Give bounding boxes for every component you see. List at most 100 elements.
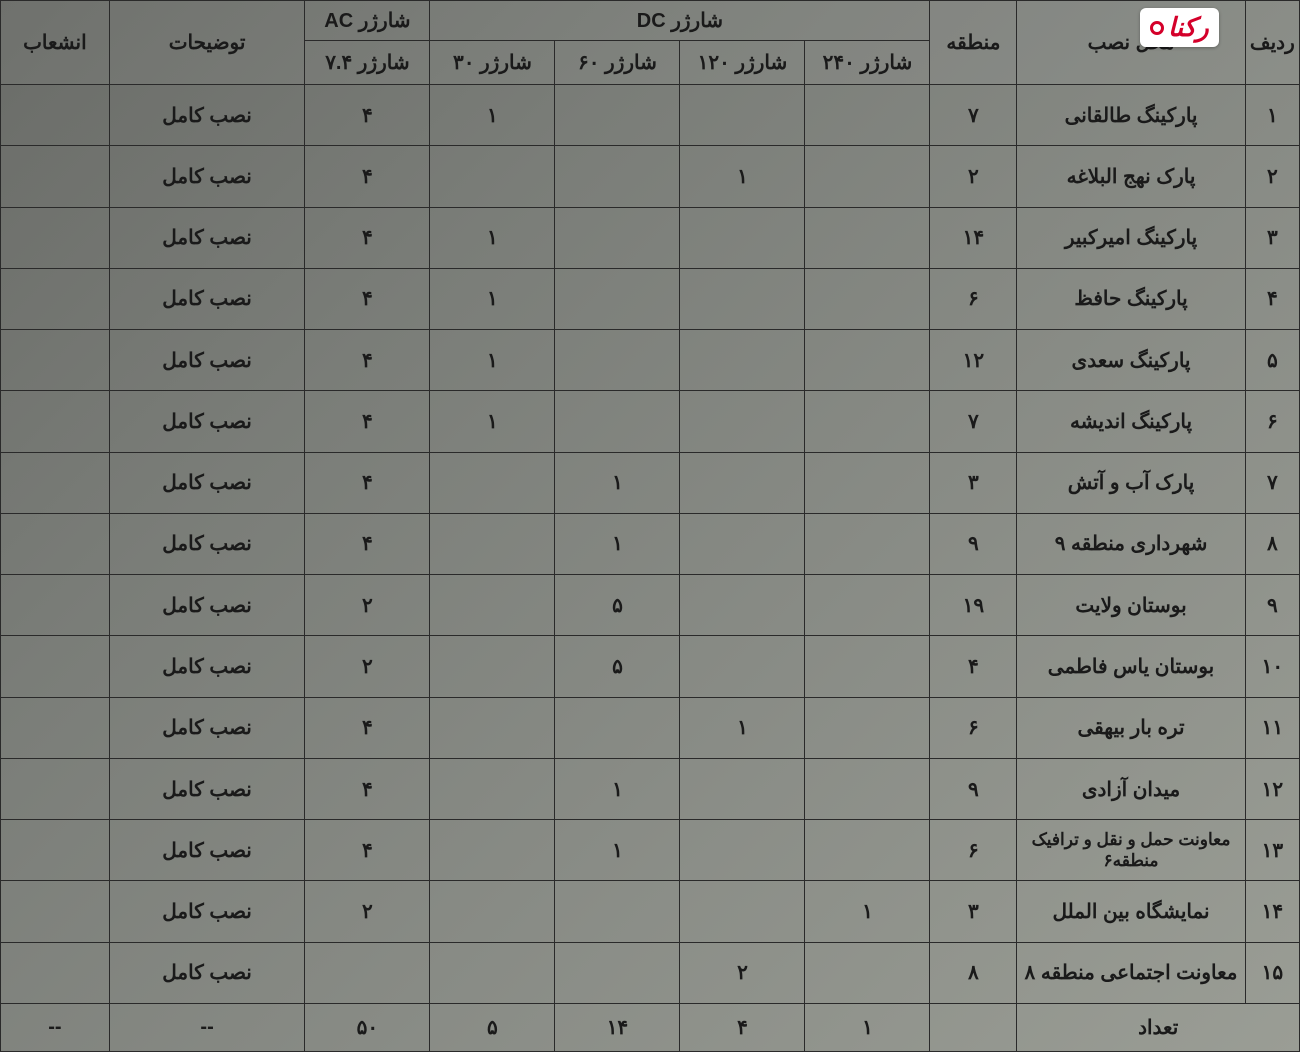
cell-location: تره بار بیهقی [1017, 697, 1245, 758]
cell-idx: ۷ [1245, 452, 1299, 513]
cell-desc: نصب کامل [109, 697, 305, 758]
cell-c74: ۴ [305, 330, 430, 391]
cell-c30 [430, 513, 555, 574]
cell-c120 [680, 636, 805, 697]
totals-c120: ۴ [680, 1004, 805, 1052]
cell-c60: ۱ [555, 820, 680, 881]
hdr-ch74: شارژر ۷.۴ [305, 41, 430, 85]
table-body: ۱پارکینگ طالقانی۷۱۴نصب کامل۲پارک نهج الب… [1, 85, 1300, 1004]
cell-region: ۶ [930, 268, 1017, 329]
table-row: ۱۳معاونت حمل و نقل و ترافیک منطقه۶۶ ۱ ۴نصب… [1, 820, 1300, 881]
cell-location: پارکینگ اندیشه [1017, 391, 1245, 452]
table-row: ۹بوستان ولایت۱۹۵۲نصب کامل [1, 575, 1300, 636]
charger-table: ردیف محل نصب منطقه شارژر DC شارژر AC توض… [0, 0, 1300, 1052]
cell-c30 [430, 942, 555, 1003]
table-row: ۲پارک نهج البلاغه۲۱۴نصب کامل [1, 146, 1300, 207]
watermark-text: رکنا [1168, 12, 1209, 43]
cell-c74: ۲ [305, 575, 430, 636]
cell-c120: ۱ [680, 697, 805, 758]
cell-branch [1, 146, 110, 207]
cell-desc: نصب کامل [109, 146, 305, 207]
cell-c74: ۴ [305, 391, 430, 452]
table-row: ۳پارکینگ امیرکبیر۱۴۱۴نصب کامل [1, 207, 1300, 268]
cell-c240 [805, 820, 930, 881]
cell-c240 [805, 758, 930, 819]
cell-location: پارکینگ طالقانی [1017, 85, 1245, 146]
cell-branch [1, 85, 110, 146]
cell-c30 [430, 575, 555, 636]
cell-c120 [680, 268, 805, 329]
cell-desc: نصب کامل [109, 391, 305, 452]
cell-c30 [430, 820, 555, 881]
cell-c120 [680, 85, 805, 146]
cell-c240 [805, 330, 930, 391]
cell-desc: نصب کامل [109, 575, 305, 636]
hdr-region: منطقه [930, 1, 1017, 85]
hdr-desc: توضیحات [109, 1, 305, 85]
cell-idx: ۱۳ [1245, 820, 1299, 881]
cell-c30 [430, 758, 555, 819]
cell-c240 [805, 575, 930, 636]
cell-desc: نصب کامل [109, 330, 305, 391]
totals-label: تعداد [1017, 1004, 1300, 1052]
totals-row: تعداد ۱ ۴ ۱۴ ۵ ۵۰ -- -- [1, 1004, 1300, 1052]
cell-c60 [555, 85, 680, 146]
cell-desc: نصب کامل [109, 881, 305, 942]
cell-c74: ۴ [305, 85, 430, 146]
cell-c60 [555, 697, 680, 758]
totals-region [930, 1004, 1017, 1052]
cell-c74: ۴ [305, 820, 430, 881]
cell-c120: ۱ [680, 146, 805, 207]
cell-c60: ۱ [555, 452, 680, 513]
watermark-logo: رکنا [1140, 8, 1219, 47]
cell-c120 [680, 758, 805, 819]
cell-c60 [555, 881, 680, 942]
hdr-ch120: شارژر ۱۲۰ [680, 41, 805, 85]
cell-idx: ۸ [1245, 513, 1299, 574]
cell-c240 [805, 697, 930, 758]
cell-desc: نصب کامل [109, 636, 305, 697]
totals-desc: -- [109, 1004, 305, 1052]
totals-c60: ۱۴ [555, 1004, 680, 1052]
cell-c30 [430, 697, 555, 758]
cell-idx: ۴ [1245, 268, 1299, 329]
table-row: ۱۲میدان آزادی۹۱۴نصب کامل [1, 758, 1300, 819]
cell-desc: نصب کامل [109, 820, 305, 881]
cell-c60 [555, 330, 680, 391]
cell-idx: ۱۵ [1245, 942, 1299, 1003]
cell-c120 [680, 207, 805, 268]
cell-location: پارکینگ حافظ [1017, 268, 1245, 329]
table-row: ۱۰بوستان یاس فاطمی۴۵۲نصب کامل [1, 636, 1300, 697]
cell-region: ۷ [930, 391, 1017, 452]
cell-branch [1, 820, 110, 881]
cell-location: معاونت حمل و نقل و ترافیک منطقه۶ [1017, 820, 1245, 881]
cell-c30: ۱ [430, 330, 555, 391]
cell-desc: نصب کامل [109, 452, 305, 513]
cell-c120 [680, 575, 805, 636]
cell-branch [1, 942, 110, 1003]
cell-c60 [555, 942, 680, 1003]
cell-branch [1, 207, 110, 268]
cell-c60: ۱ [555, 513, 680, 574]
cell-c240 [805, 268, 930, 329]
cell-c74: ۲ [305, 881, 430, 942]
cell-c120 [680, 391, 805, 452]
hdr-dc-group: شارژر DC [430, 1, 930, 41]
cell-c30: ۱ [430, 207, 555, 268]
hdr-ch30: شارژر ۳۰ [430, 41, 555, 85]
cell-c60 [555, 207, 680, 268]
hdr-ch240: شارژر ۲۴۰ [805, 41, 930, 85]
cell-c74: ۴ [305, 758, 430, 819]
cell-region: ۶ [930, 820, 1017, 881]
totals-c240: ۱ [805, 1004, 930, 1052]
cell-branch [1, 391, 110, 452]
table-row: ۴پارکینگ حافظ۶۱۴نصب کامل [1, 268, 1300, 329]
cell-location: پارک آب و آتش [1017, 452, 1245, 513]
cell-c60 [555, 146, 680, 207]
cell-desc: نصب کامل [109, 513, 305, 574]
cell-desc: نصب کامل [109, 758, 305, 819]
cell-region: ۴ [930, 636, 1017, 697]
cell-idx: ۶ [1245, 391, 1299, 452]
hdr-ch60: شارژر ۶۰ [555, 41, 680, 85]
cell-location: بوستان یاس فاطمی [1017, 636, 1245, 697]
